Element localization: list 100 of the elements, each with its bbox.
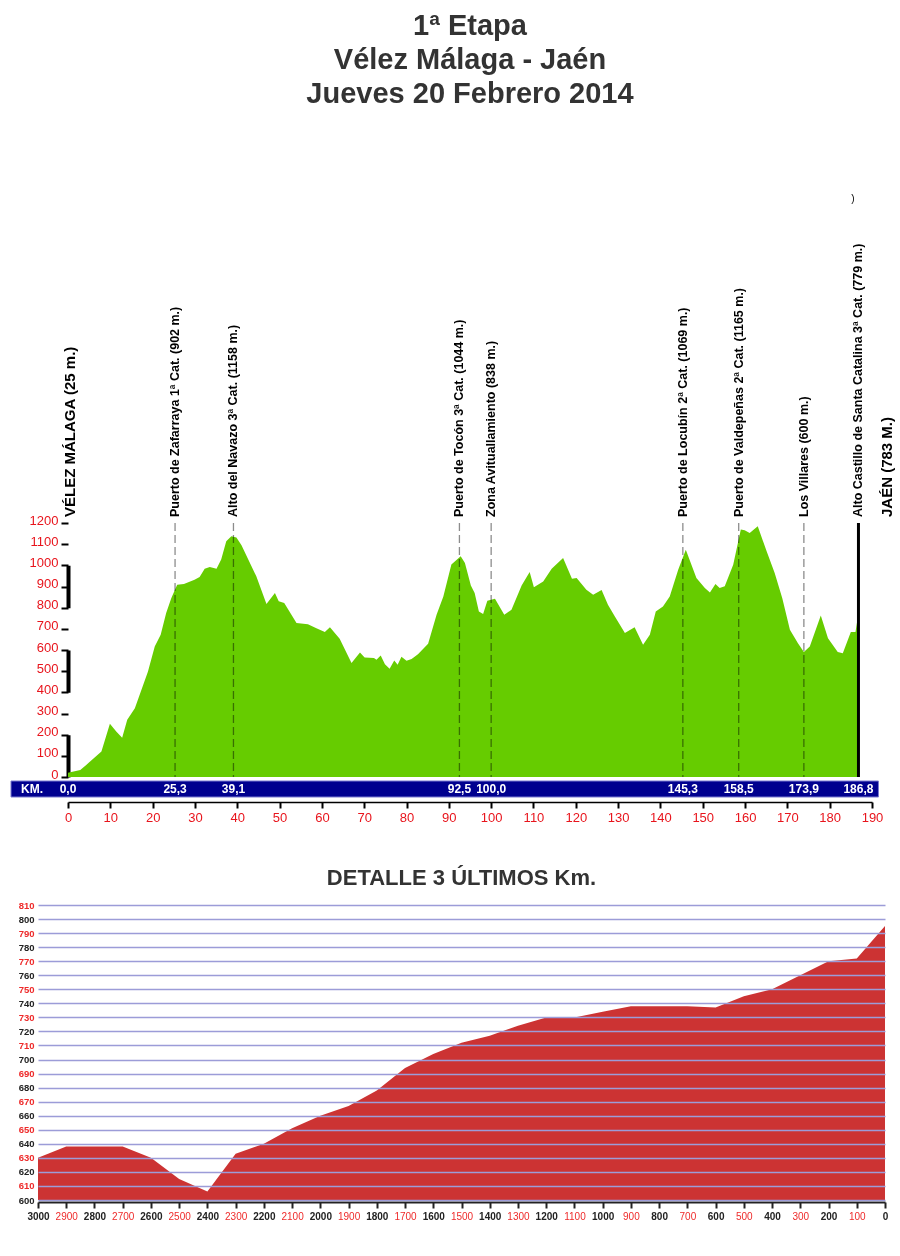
x-tick-label: 200	[820, 1210, 838, 1222]
y-tick-label: 690	[18, 1068, 35, 1080]
x-tick-label: 2300	[225, 1210, 248, 1222]
x-tick-label: 600	[707, 1210, 725, 1222]
y-tick-label: 710	[18, 1039, 35, 1051]
y-tick-label: 1100	[30, 533, 59, 549]
x-tick-label: 2700	[112, 1210, 135, 1222]
x-tick-label: 0	[64, 809, 73, 825]
y-tick-label: 670	[18, 1096, 35, 1108]
x-tick-label: 1900	[337, 1210, 361, 1222]
x-tick-label: 800	[651, 1210, 669, 1222]
x-tick-label: 0	[882, 1210, 889, 1222]
x-tick-label: 150	[692, 809, 715, 825]
x-tick-label: 900	[623, 1210, 641, 1222]
x2-tick-label: 100,0	[476, 782, 507, 796]
x-tick-label: 20	[145, 809, 161, 825]
x-tick-label: 10	[103, 809, 119, 825]
y-tick-label: 800	[36, 597, 59, 613]
y-tick-label: 900	[36, 576, 59, 591]
x2-tick-label: 39,1	[221, 782, 246, 796]
x-tick-label: 1600	[422, 1210, 446, 1222]
x-tick-label: 1200	[535, 1210, 559, 1222]
x-tick-label: 2200	[253, 1210, 276, 1222]
x-tick-label: 140	[650, 809, 672, 825]
y-tick-label: 750	[18, 983, 35, 995]
text: JAÉN (783 M.)	[878, 416, 895, 517]
chart-title: 1ª Etapa Vélez Málaga - Jaén Jueves 20 Febrero 2014	[306, 9, 634, 109]
x-tick-label: 40	[230, 809, 245, 825]
y-tick-label: 680	[18, 1082, 35, 1094]
x-tick-label: 2100	[281, 1210, 305, 1222]
x-tick-label: 1300	[507, 1210, 531, 1222]
y-tick-label: 810	[18, 899, 35, 911]
x-tick-label: 2500	[168, 1210, 192, 1222]
y-tick-label: 300	[36, 703, 59, 718]
y-tick-label: 200	[36, 724, 59, 740]
x-tick-label: 1400	[479, 1210, 502, 1222]
x2-tick-label: 158,5	[723, 782, 755, 796]
y-tick-label: 730	[18, 1011, 35, 1023]
y-tick-label: 500	[36, 660, 59, 676]
x-tick-label: 110	[523, 809, 545, 825]
x2-tick-label: 145,3	[667, 782, 699, 796]
y-tick-label: 1000	[29, 554, 59, 570]
ref-line-label: Puerto de Valdepeñas 2ª Cat. (1165 m.)	[731, 287, 746, 517]
x-tick-label: 80	[399, 809, 415, 825]
x-tick-label: 500	[735, 1210, 754, 1222]
x-tick-label: 50	[272, 809, 288, 825]
x-tick-label: 60	[315, 809, 330, 825]
x2-tick-label: 92,5	[447, 782, 472, 796]
y-tick-label: 100	[36, 745, 59, 761]
x-tick-label: 100	[480, 809, 503, 825]
x-tick-label: 180	[819, 809, 842, 825]
y-tick-label: 630	[18, 1152, 35, 1164]
x-tick-label: 1700	[394, 1210, 418, 1222]
chart-title: DETALLE 3 ÚLTIMOS Km.	[326, 865, 597, 890]
ref-line-label: Puerto de Locubín 2ª Cat. (1069 m.)	[675, 307, 690, 517]
y-tick-label: 620	[18, 1166, 35, 1178]
ref-line-label: Zona Avituallamiento (838 m.)	[484, 340, 499, 517]
y-tick-label: 800	[18, 913, 35, 925]
y-tick-label: 650	[18, 1124, 35, 1136]
x-tick-label: 2600	[140, 1210, 163, 1222]
x2-tick-label: 186,8	[843, 782, 874, 796]
x-tick-label: 1100	[564, 1210, 587, 1222]
x-tick-label: 2900	[55, 1210, 79, 1222]
y-tick-label: 740	[18, 997, 35, 1009]
x-tick-label: 400	[764, 1210, 782, 1222]
y-tick-label: 640	[18, 1138, 35, 1150]
x-tick-label: 1500	[450, 1210, 474, 1222]
x-tick-label: 170	[777, 809, 799, 825]
x-tick-label: 700	[679, 1210, 697, 1222]
y-tick-label: 400	[36, 681, 59, 697]
y-tick-label: 600	[36, 639, 59, 655]
ref-line-label: Alto Castillo de Santa Catalina 3ª Cat. (779 m.)	[851, 243, 866, 517]
x-tick-label: 300	[792, 1210, 810, 1222]
ref-line-label: Puerto de Zafarraya 1ª Cat. (902 m.)	[168, 306, 183, 517]
ref-line-label: Alto del Navazo 3ª Cat. (1158 m.)	[226, 324, 241, 517]
y-tick-label: 700	[36, 618, 59, 634]
x2-axis-title: KM.	[21, 782, 43, 796]
x-tick-label: 2800	[83, 1210, 107, 1222]
y-tick-label: 0	[51, 766, 59, 782]
y-tick-label: 720	[18, 1025, 35, 1037]
y-tick-label: 1200	[29, 512, 59, 528]
y-tick-label: 760	[18, 969, 35, 981]
x-tick-label: 2000	[309, 1210, 333, 1222]
x-tick-label: 1000	[592, 1210, 615, 1222]
x-tick-label: 130	[607, 809, 630, 825]
text: )	[851, 193, 855, 204]
x-tick-label: 2400	[196, 1210, 220, 1222]
x-tick-label: 1800	[366, 1210, 389, 1222]
y-tick-label: 780	[18, 941, 35, 953]
x2-tick-label: 0,0	[59, 782, 77, 796]
text: VÉLEZ MÁLAGA (25 m.)	[61, 346, 78, 517]
y-tick-label: 700	[18, 1054, 35, 1066]
x-tick-label: 30	[188, 809, 203, 825]
x-tick-label: 190	[861, 809, 884, 825]
y-tick-label: 790	[18, 927, 35, 939]
x2-tick-label: 173,9	[788, 782, 820, 796]
x2-tick-label: 25,3	[163, 782, 188, 796]
x-tick-label: 3000	[27, 1210, 51, 1222]
y-tick-label: 660	[18, 1110, 35, 1122]
x-tick-label: 120	[565, 809, 588, 825]
